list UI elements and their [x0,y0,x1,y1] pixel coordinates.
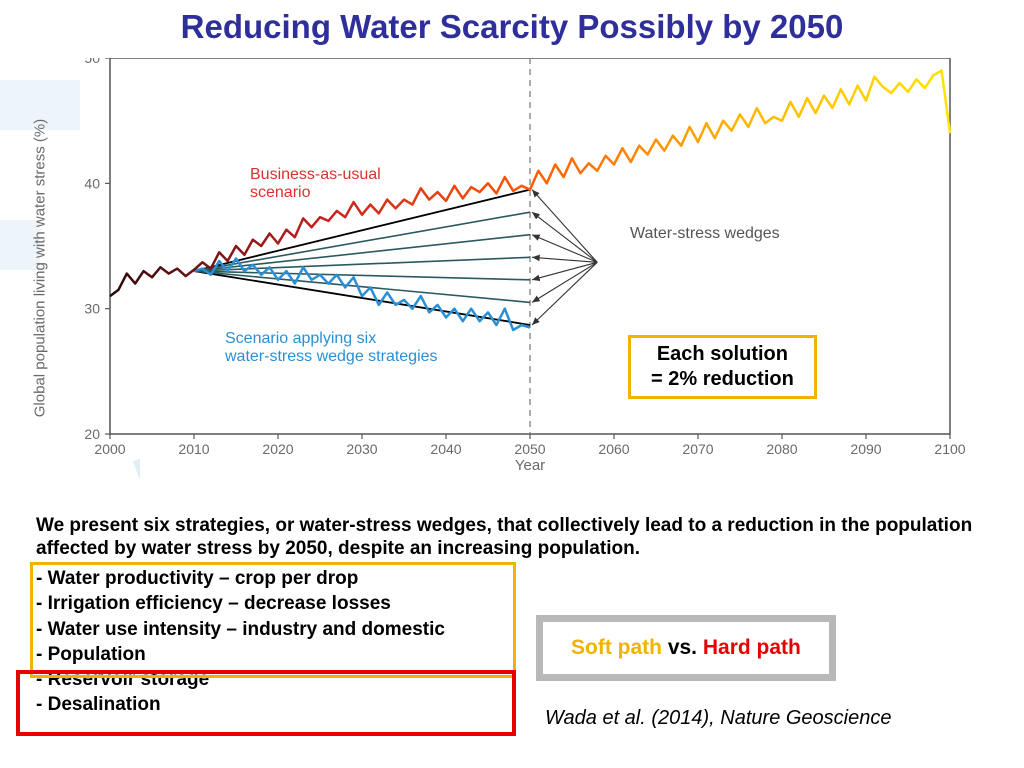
each-line1: Each solution [657,343,788,365]
soft-path-frame [30,562,516,678]
summary-paragraph: We present six strategies, or water-stre… [36,515,992,561]
hard-path-text: Hard path [703,636,801,659]
svg-text:20: 20 [84,426,100,442]
wedges-label: Water-stress wedges [630,225,780,243]
svg-text:2030: 2030 [346,441,377,457]
svg-text:30: 30 [84,301,100,317]
svg-text:2060: 2060 [598,441,629,457]
svg-text:2010: 2010 [178,441,209,457]
svg-text:2080: 2080 [766,441,797,457]
svg-text:2020: 2020 [262,441,293,457]
svg-text:2000: 2000 [94,441,125,457]
hard-path-frame [16,670,516,736]
svg-text:2100: 2100 [934,441,965,457]
citation: Wada et al. (2014), Nature Geoscience [545,707,891,730]
soft-path-text: Soft path [571,636,662,659]
bau-scenario-label: Business-as-usual scenario [250,166,381,203]
each-solution-callout: Each solution = 2% reduction [628,335,817,399]
vs-text: vs. [662,636,703,659]
wedge-scenario-label: Scenario applying six water-stress wedge… [225,330,438,367]
x-axis-label: Year [515,457,545,474]
water-stress-chart: 2030405020002010202020302040205020602070… [50,58,980,488]
each-line2: = 2% reduction [651,368,794,390]
path-comparison-box: Soft path vs. Hard path [536,615,836,681]
svg-text:2040: 2040 [430,441,461,457]
svg-text:2090: 2090 [850,441,881,457]
page-title: Reducing Water Scarcity Possibly by 2050 [0,8,1024,46]
svg-text:50: 50 [84,58,100,66]
y-axis-label: Global population living with water stre… [32,119,49,417]
svg-text:40: 40 [84,175,100,191]
svg-text:2050: 2050 [514,441,545,457]
svg-text:2070: 2070 [682,441,713,457]
